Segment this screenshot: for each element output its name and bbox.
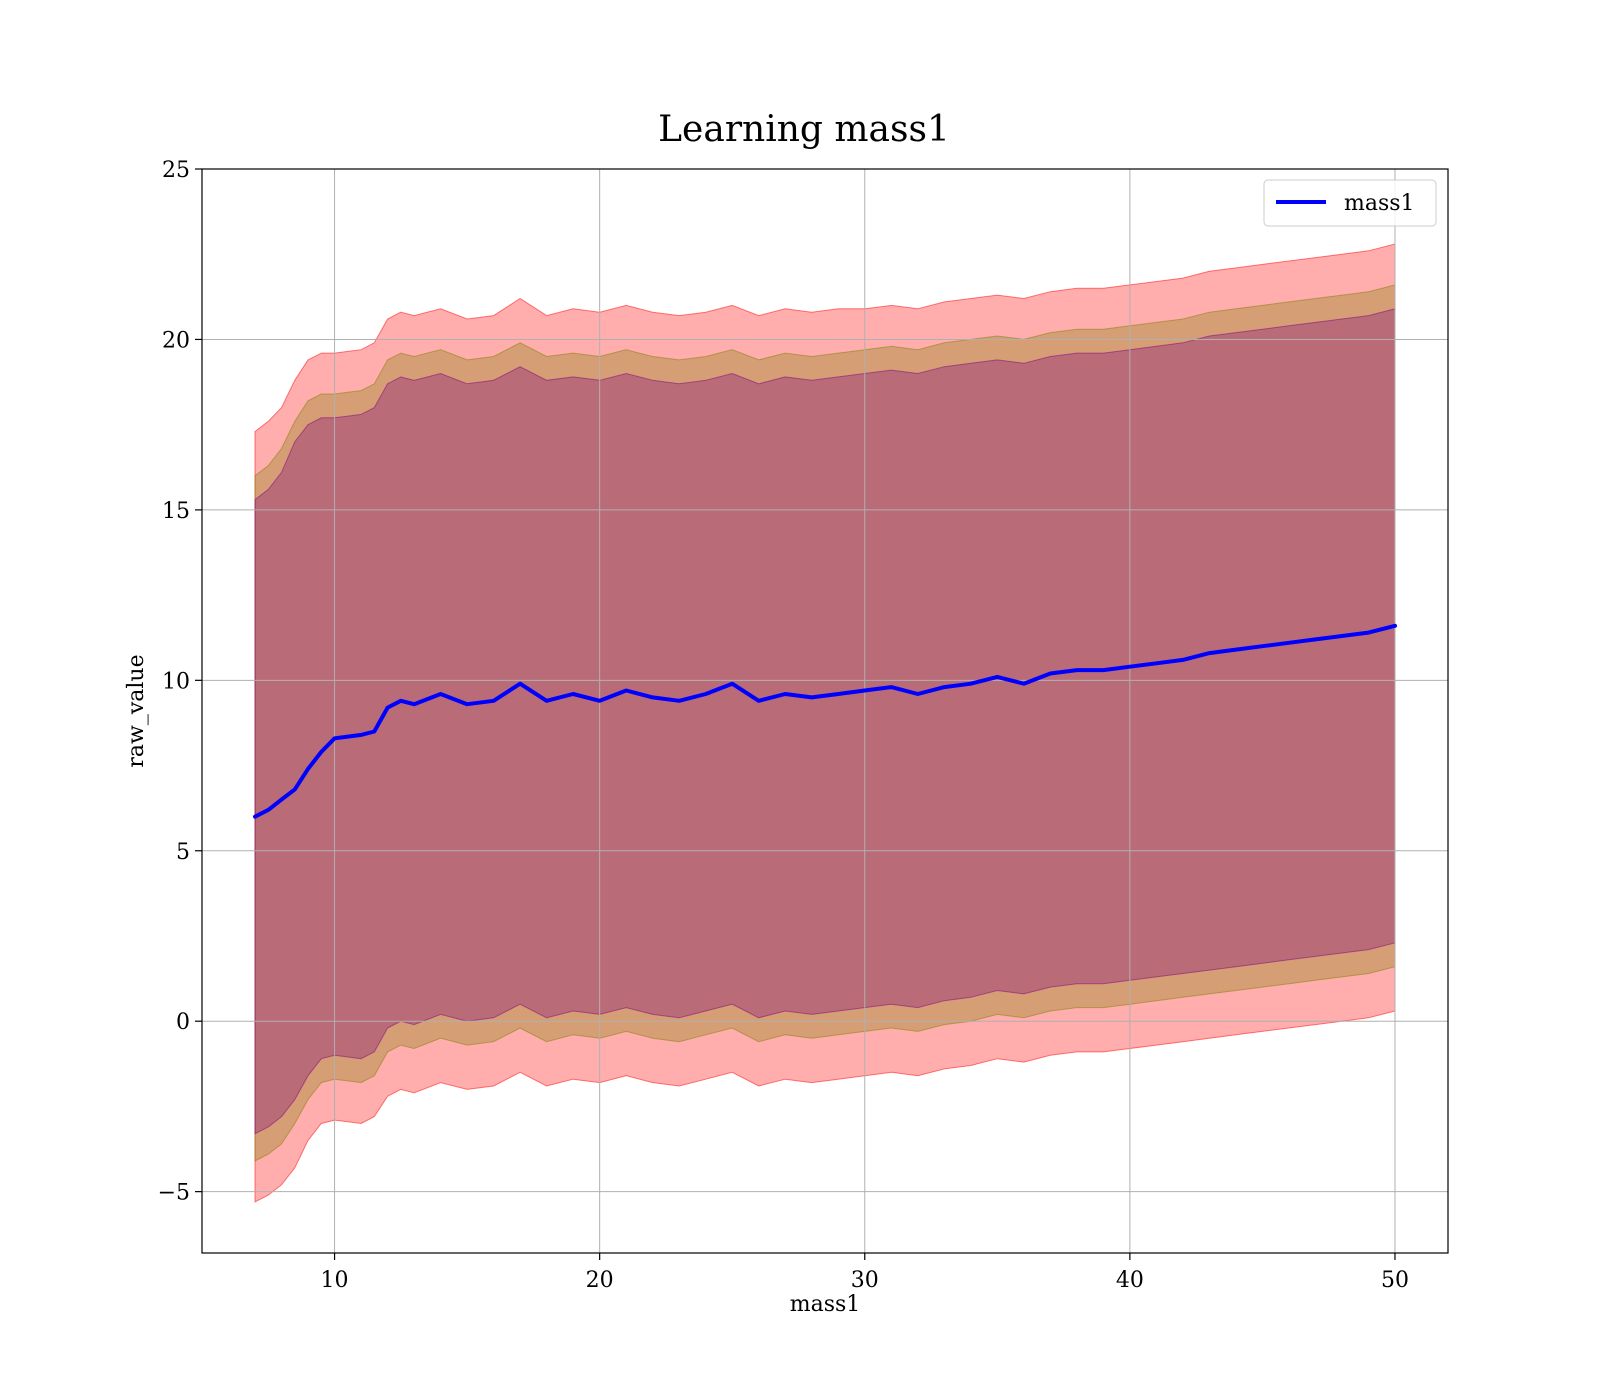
x-tick-label: 40 — [1116, 1268, 1144, 1293]
series-line-mass1 — [253, 623, 1397, 819]
legend-label-mass1: mass1 — [1344, 191, 1415, 216]
series-lines — [253, 623, 1397, 819]
x-axis-label: mass1 — [790, 1292, 861, 1317]
y-tick-label: 10 — [162, 669, 190, 694]
y-tick-label: 15 — [162, 499, 190, 524]
x-tick-label: 20 — [586, 1268, 614, 1293]
chart-title: Learning mass1 — [658, 109, 950, 150]
y-tick-label: 20 — [162, 328, 190, 353]
y-tick-label: 0 — [176, 1010, 190, 1035]
y-axis-label: raw_value — [124, 654, 149, 767]
y-tick-label: 5 — [176, 840, 190, 865]
plot-frame — [201, 168, 1449, 1254]
confidence-bands — [254, 243, 1396, 1203]
x-axis: 10 20 30 40 50 — [321, 1253, 1409, 1293]
y-tick-label: −5 — [158, 1181, 190, 1206]
x-tick-label: 10 — [321, 1268, 349, 1293]
legend: mass1 — [1263, 179, 1437, 227]
legend-box — [1263, 179, 1437, 227]
y-axis: −5 0 5 10 15 20 25 — [158, 158, 202, 1206]
y-tick-label: 25 — [162, 158, 190, 183]
x-tick-label: 50 — [1381, 1268, 1409, 1293]
x-tick-label: 30 — [851, 1268, 879, 1293]
